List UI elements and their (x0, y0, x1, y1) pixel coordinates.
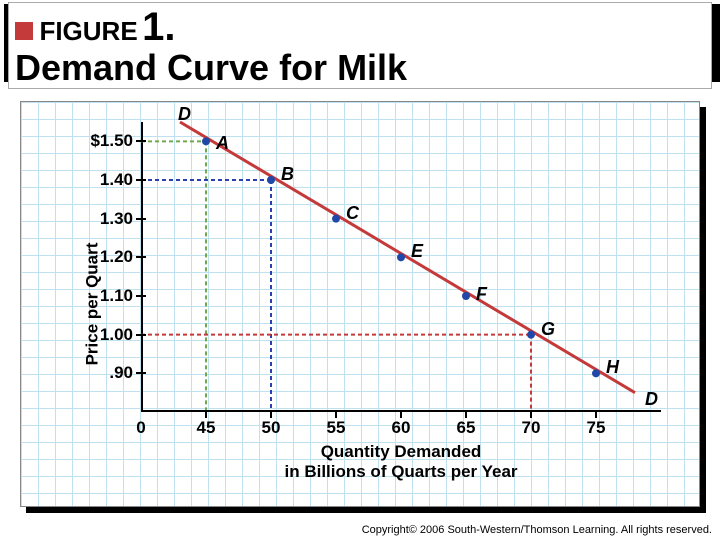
figure-number: 1. (142, 5, 175, 49)
y-tick-label: 1.30 (100, 209, 133, 229)
y-tick-mark (136, 256, 146, 258)
figure-title: Demand Curve for Milk (15, 50, 705, 86)
x-tick-label: 65 (457, 418, 476, 438)
y-tick-label: $1.50 (90, 131, 133, 151)
copyright-text: Copyright© 2006 South-Western/Thomson Le… (362, 524, 712, 536)
data-point (462, 292, 470, 300)
x-tick-label: 0 (136, 418, 145, 438)
y-tick-label: 1.40 (100, 170, 133, 190)
x-axis-label-line2: in Billions of Quarts per Year (141, 462, 661, 482)
data-point (592, 369, 600, 377)
point-label: G (541, 319, 555, 340)
chart-svg (141, 122, 661, 412)
x-tick-label: 75 (587, 418, 606, 438)
x-tick-mark (595, 410, 597, 418)
data-point (202, 137, 210, 145)
demand-curve (180, 122, 635, 393)
y-tick-mark (136, 140, 146, 142)
x-tick-label: 70 (522, 418, 541, 438)
title-box: FIGURE 1. Demand Curve for Milk (8, 2, 712, 89)
bullet-icon (15, 22, 33, 40)
x-tick-mark (335, 410, 337, 418)
y-tick-mark (136, 334, 146, 336)
x-tick-mark (400, 410, 402, 418)
x-tick-label: 55 (327, 418, 346, 438)
y-tick-mark (136, 295, 146, 297)
chart-container: Price per Quart Quantity Demanded in Bil… (0, 95, 720, 509)
title-block: FIGURE 1. Demand Curve for Milk (0, 0, 720, 95)
figure-label: FIGURE (39, 16, 137, 46)
x-tick-mark (205, 410, 207, 418)
x-tick-label: 50 (262, 418, 281, 438)
point-label: E (411, 241, 423, 262)
y-tick-mark (136, 218, 146, 220)
curve-endpoint-label: D (645, 389, 658, 410)
x-axis-label-line1: Quantity Demanded (321, 442, 482, 461)
point-label: C (346, 203, 359, 224)
point-label: F (476, 284, 487, 305)
point-label: A (216, 133, 229, 154)
x-tick-label: 45 (197, 418, 216, 438)
y-tick-mark (136, 372, 146, 374)
y-tick-label: 1.10 (100, 286, 133, 306)
data-point (527, 331, 535, 339)
x-tick-mark (530, 410, 532, 418)
x-tick-mark (465, 410, 467, 418)
data-point (332, 215, 340, 223)
point-label: B (281, 164, 294, 185)
point-label: H (606, 357, 619, 378)
y-tick-mark (136, 179, 146, 181)
plot-area: Quantity Demanded in Billions of Quarts … (141, 122, 661, 412)
x-tick-label: 60 (392, 418, 411, 438)
curve-endpoint-label: D (178, 104, 191, 125)
x-axis-label: Quantity Demanded in Billions of Quarts … (141, 442, 661, 481)
y-tick-label: 1.00 (100, 325, 133, 345)
y-tick-label: .90 (109, 363, 133, 383)
data-point (397, 253, 405, 261)
x-tick-mark (270, 410, 272, 418)
data-point (267, 176, 275, 184)
y-tick-label: 1.20 (100, 247, 133, 267)
chart-box: Price per Quart Quantity Demanded in Bil… (20, 101, 700, 507)
